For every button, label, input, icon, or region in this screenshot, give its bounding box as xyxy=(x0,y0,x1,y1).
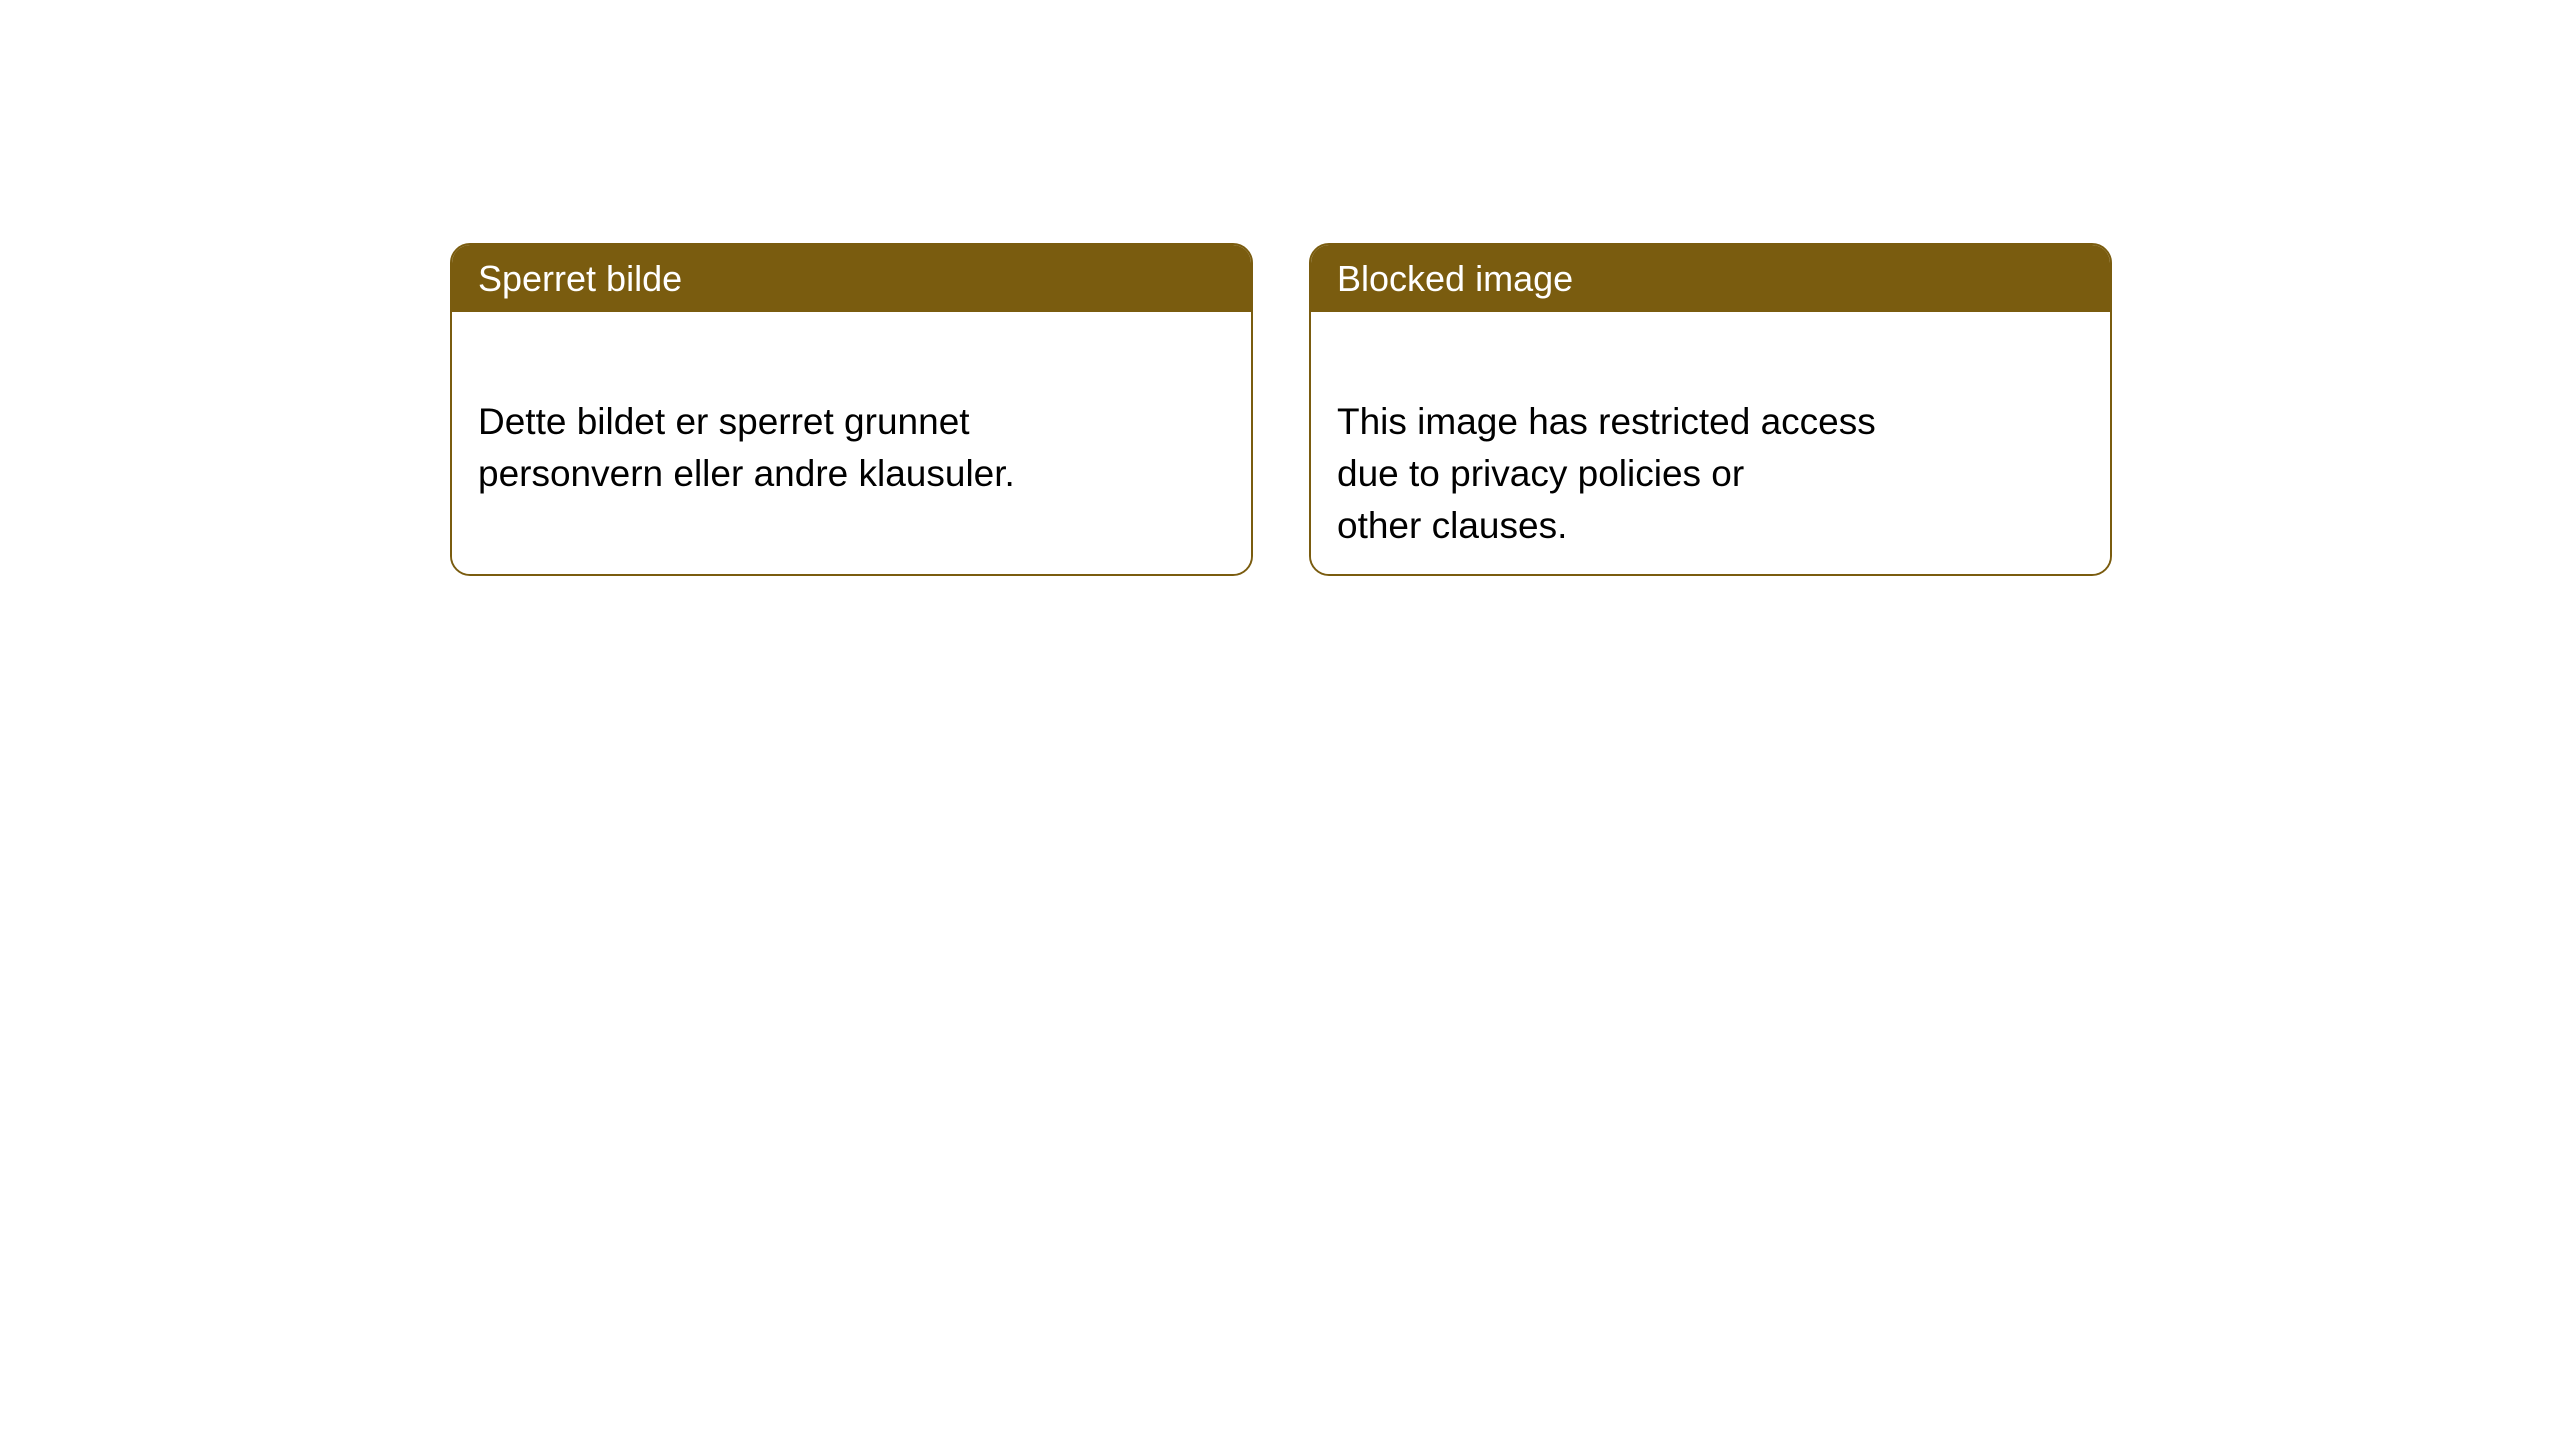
card-body: Dette bildet er sperret grunnet personve… xyxy=(452,312,1251,574)
card-body-text: Dette bildet er sperret grunnet personve… xyxy=(478,401,1015,494)
card-body: This image has restricted access due to … xyxy=(1311,312,2110,576)
notice-card-english: Blocked image This image has restricted … xyxy=(1309,243,2112,576)
card-header-text: Blocked image xyxy=(1337,258,1573,299)
notice-card-norwegian: Sperret bilde Dette bildet er sperret gr… xyxy=(450,243,1253,576)
card-body-text: This image has restricted access due to … xyxy=(1337,401,1876,546)
card-header-text: Sperret bilde xyxy=(478,258,682,299)
card-header: Sperret bilde xyxy=(452,245,1251,312)
notice-cards-container: Sperret bilde Dette bildet er sperret gr… xyxy=(450,243,2112,576)
card-header: Blocked image xyxy=(1311,245,2110,312)
